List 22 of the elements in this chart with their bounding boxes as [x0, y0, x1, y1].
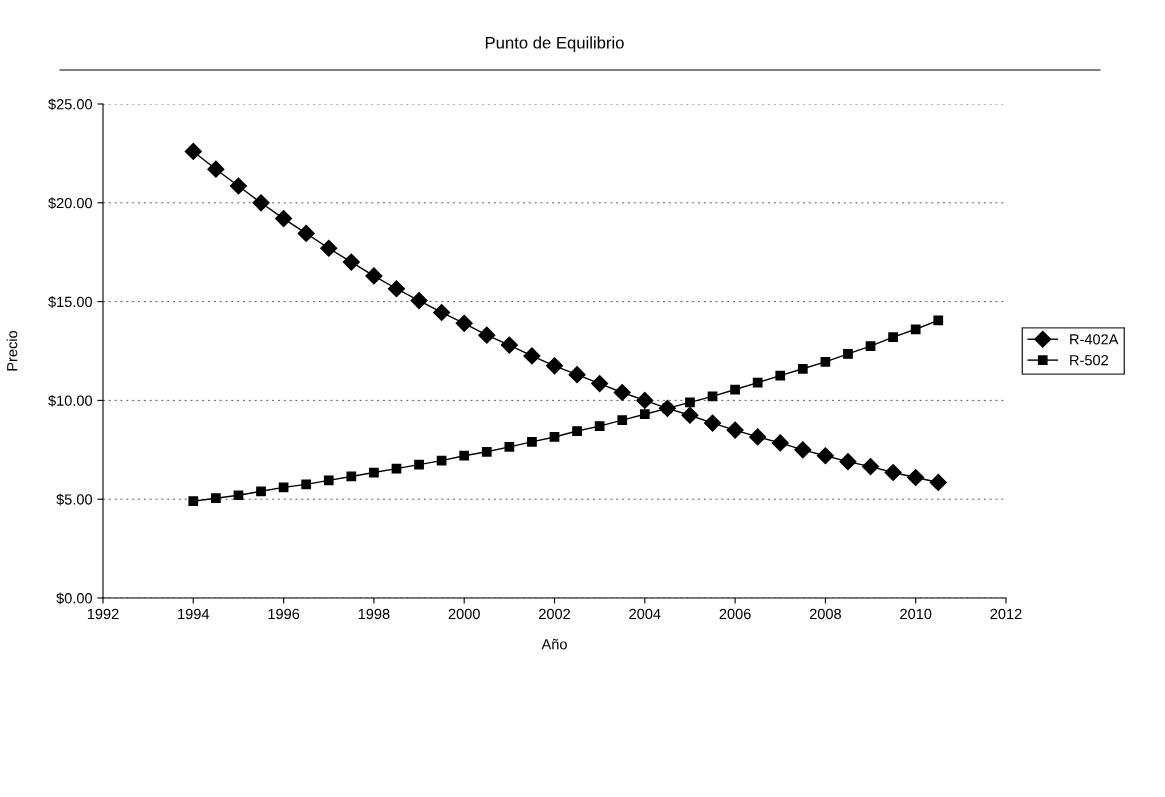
y-tick-label: $10.00 — [48, 394, 93, 407]
x-axis-title: Año — [541, 638, 567, 650]
x-tick-label: 2008 — [809, 608, 841, 620]
y-tick-label: $5.00 — [56, 493, 93, 506]
x-tick-label: 2006 — [719, 608, 751, 620]
y-tick-label: $20.00 — [48, 197, 93, 210]
legend-label: R-502 — [1070, 355, 1108, 366]
y-tick-label: $15.00 — [48, 296, 93, 308]
x-tick-label: 1996 — [268, 608, 300, 620]
x-tick-label: 1998 — [358, 608, 390, 620]
x-tick-label: 1994 — [178, 608, 210, 620]
x-tick-label: 1992 — [87, 608, 119, 620]
x-tick-label: 2000 — [448, 608, 480, 620]
y-tick-label: $0.00 — [56, 592, 93, 605]
x-tick-label: 2012 — [990, 608, 1022, 620]
x-tick-label: 2002 — [539, 608, 570, 620]
legend-label: R-402A — [1070, 334, 1119, 345]
y-tick-label: $25.00 — [48, 98, 93, 111]
chart-title: Punto de Equilibrio — [485, 36, 624, 52]
x-tick-label: 2010 — [900, 608, 932, 620]
x-tick-label: 2004 — [629, 608, 661, 620]
y-axis-title: Precio — [6, 330, 18, 371]
